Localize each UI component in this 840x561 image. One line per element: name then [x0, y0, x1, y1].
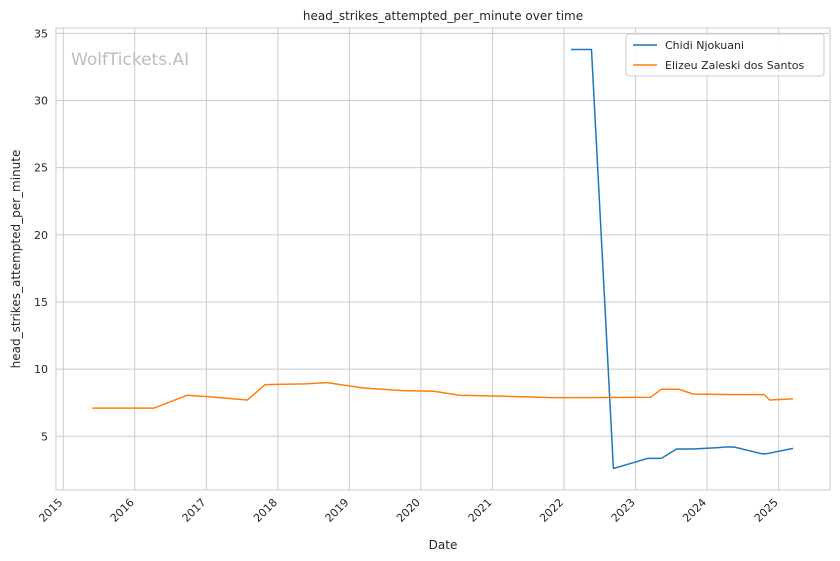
x-axis-label: Date [429, 538, 458, 552]
x-tick-label: 2021 [466, 496, 495, 525]
y-tick-label: 35 [34, 27, 48, 40]
y-axis-ticks: 5 10 15 20 25 30 35 [34, 27, 48, 443]
x-tick-label: 2017 [180, 496, 209, 525]
x-tick-label: 2022 [537, 496, 566, 525]
series-lines [92, 48, 794, 470]
x-tick-label: 2020 [394, 496, 423, 525]
y-tick-label: 20 [34, 229, 48, 242]
chart-title: head_strikes_attempted_per_minute over t… [303, 9, 583, 23]
x-tick-label: 2016 [108, 496, 137, 525]
series-line-1 [92, 381, 794, 409]
y-tick-label: 25 [34, 162, 48, 175]
series-line-0 [570, 48, 794, 470]
x-tick-label: 2015 [36, 496, 65, 525]
x-axis-ticks: 2015 2016 2017 2018 2019 2020 2021 2022 2023 2024… [36, 496, 780, 525]
y-axis-label: head_strikes_attempted_per_minute [9, 150, 23, 369]
x-tick-label: 2024 [680, 496, 709, 525]
y-tick-label: 10 [34, 363, 48, 376]
watermark: WolfTickets.AI [71, 50, 189, 70]
legend-box [625, 33, 825, 77]
x-tick-label: 2023 [609, 496, 638, 525]
grid [56, 28, 830, 490]
plot-frame [55, 27, 831, 491]
y-tick-label: 5 [41, 430, 48, 443]
legend: Chidi Njokuani Elizeu Zaleski dos Santos [625, 33, 825, 77]
x-tick-label: 2018 [251, 496, 280, 525]
x-tick-label: 2019 [323, 496, 352, 525]
y-tick-label: 30 [34, 95, 48, 108]
legend-label-series-1: Elizeu Zaleski dos Santos [665, 59, 805, 72]
legend-label-series-0: Chidi Njokuani [665, 39, 744, 52]
y-tick-label: 15 [34, 296, 48, 309]
x-tick-label: 2025 [752, 496, 781, 525]
